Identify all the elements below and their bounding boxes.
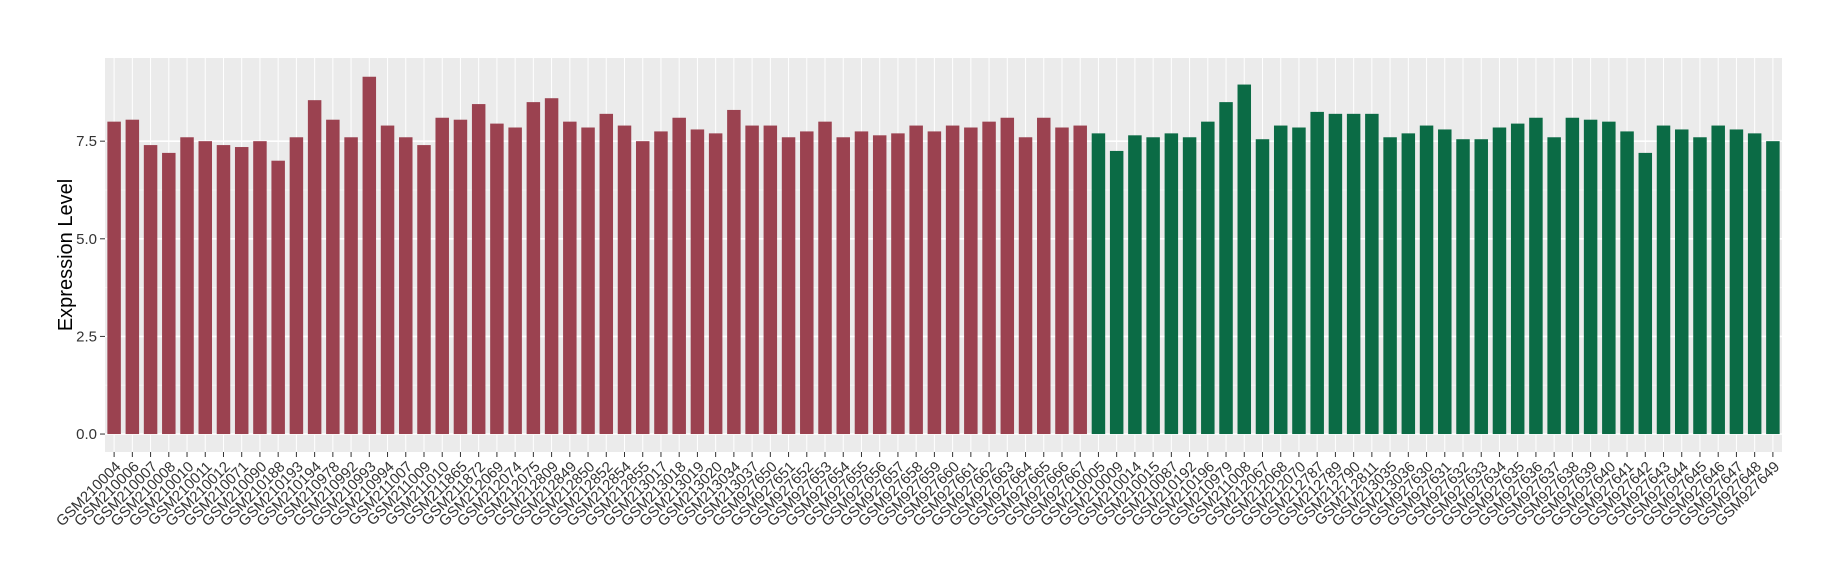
bar: [1583, 119, 1598, 435]
bar: [1693, 137, 1707, 435]
bar: [964, 127, 978, 435]
bar: [1529, 117, 1543, 435]
bar: [471, 104, 486, 435]
bar: [1310, 111, 1324, 435]
bar: [234, 147, 249, 435]
y-axis-label: Expression Level: [55, 179, 77, 331]
bar: [635, 141, 650, 435]
bar: [763, 125, 778, 435]
bar: [1109, 150, 1124, 435]
bar: [1237, 84, 1252, 435]
bar: [1000, 117, 1015, 435]
bar: [563, 121, 577, 435]
bar: [1510, 123, 1525, 435]
bar: [891, 133, 905, 435]
bar: [1037, 117, 1051, 435]
y-tick-label: 0.0: [76, 426, 97, 443]
bar: [125, 119, 140, 435]
bar: [453, 119, 468, 435]
bar: [599, 113, 614, 435]
bar: [1182, 137, 1197, 435]
bar: [1346, 113, 1361, 435]
bar: [982, 121, 996, 435]
bar: [1638, 152, 1653, 435]
bar: [289, 137, 304, 435]
bar: [1474, 139, 1488, 435]
y-tick-label: 2.5: [76, 328, 97, 345]
bar: [1273, 125, 1288, 435]
bar: [1565, 117, 1580, 435]
bar: [1201, 121, 1215, 435]
bar: [1292, 127, 1306, 435]
bar: [216, 145, 231, 435]
bar: [1255, 139, 1270, 435]
bar: [1383, 137, 1397, 435]
bar: [581, 127, 595, 435]
bar: [143, 145, 158, 435]
bar: [1675, 129, 1689, 435]
bar: [326, 119, 340, 435]
bar: [1073, 125, 1087, 435]
bar: [708, 133, 723, 435]
bar: [1711, 125, 1725, 435]
bar: [1328, 113, 1343, 435]
bar: [380, 125, 395, 435]
bar: [1602, 121, 1616, 435]
bar: [654, 131, 668, 435]
bar: [1656, 125, 1671, 435]
bar: [672, 117, 686, 435]
bar: [781, 137, 796, 435]
bar: [1018, 137, 1033, 435]
bar: [1620, 131, 1634, 435]
bar: [107, 121, 121, 435]
bar: [435, 117, 449, 435]
bar: [1456, 139, 1470, 435]
bar: [617, 125, 632, 435]
y-tick-label: 7.5: [76, 133, 97, 150]
bar: [1146, 137, 1160, 435]
bar: [818, 121, 832, 435]
bar: [854, 131, 869, 435]
bar: [526, 102, 541, 435]
bar: [1547, 137, 1561, 435]
bar: [872, 135, 887, 435]
bar: [745, 125, 759, 435]
bar: [1401, 133, 1416, 435]
bar: [945, 125, 960, 435]
bar: [1055, 127, 1069, 435]
y-tick-label: 5.0: [76, 231, 97, 248]
bar: [800, 131, 814, 435]
bar: [1419, 125, 1434, 435]
bar: [1492, 127, 1507, 435]
bar: [162, 152, 176, 435]
bar: [544, 98, 559, 435]
bar: [307, 100, 322, 435]
bar: [399, 137, 413, 435]
bar: [909, 125, 923, 435]
bar: [927, 131, 942, 435]
bar: [180, 137, 194, 435]
bar: [1164, 133, 1179, 435]
bar: [836, 137, 850, 435]
bar: [1766, 141, 1780, 435]
bar: [1091, 133, 1106, 435]
bar: [362, 76, 377, 435]
bar: [1729, 129, 1744, 435]
bar: [490, 123, 504, 435]
bar: [417, 145, 431, 435]
bar: [727, 109, 741, 435]
bar: [344, 137, 358, 435]
bar: [1219, 102, 1233, 435]
bar: [253, 141, 267, 435]
bar: [271, 160, 285, 435]
bar: [1747, 133, 1762, 435]
bar: [1438, 129, 1452, 435]
bar: [508, 127, 522, 435]
bar: [1365, 113, 1379, 435]
bar: [690, 129, 705, 435]
bar: [198, 141, 212, 435]
bar: [1128, 135, 1142, 435]
